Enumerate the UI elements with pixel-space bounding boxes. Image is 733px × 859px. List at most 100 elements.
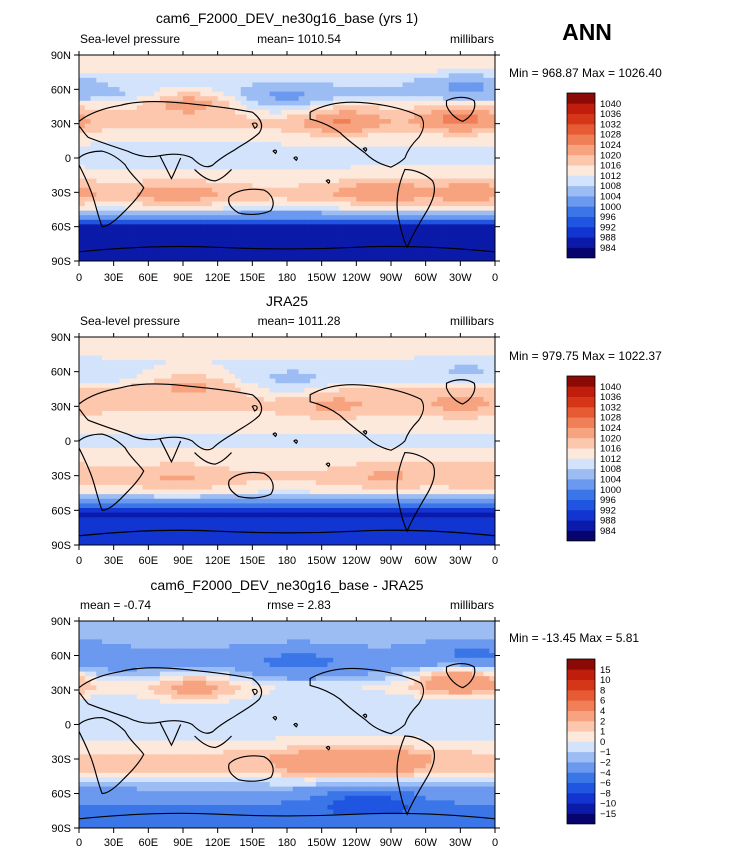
field-cell [177, 60, 183, 65]
field-cell [385, 160, 391, 165]
field-cell [391, 211, 397, 216]
field-cell [183, 211, 189, 216]
field-cell [374, 197, 380, 202]
field-cell [483, 188, 489, 193]
field-cell [345, 229, 351, 234]
field-cell [177, 229, 183, 234]
field-cell [385, 101, 391, 106]
field-cell [293, 392, 299, 397]
field-cell [397, 434, 403, 439]
field-cell [223, 374, 229, 379]
field-cell [223, 133, 229, 138]
field-cell [397, 142, 403, 147]
field-cell [119, 238, 125, 243]
field-cell [212, 392, 218, 397]
field-cell [322, 87, 328, 92]
field-cell [270, 82, 276, 87]
field-cell [223, 206, 229, 211]
field-cell [258, 197, 264, 202]
field-cell [195, 206, 201, 211]
field-cell [235, 252, 241, 257]
field-cell [356, 78, 362, 83]
field-cell [293, 64, 299, 69]
field-cell [218, 392, 224, 397]
field-cell [408, 247, 414, 252]
field-cell [102, 379, 108, 384]
field-cell [322, 183, 328, 188]
field-cell [339, 55, 345, 60]
field-cell [125, 96, 131, 101]
field-cell [356, 420, 362, 425]
field-cell [466, 147, 472, 152]
field-cell [333, 388, 339, 393]
field-cell [304, 133, 310, 138]
field-cell [327, 174, 333, 179]
field-cell [131, 188, 137, 193]
field-cell [143, 392, 149, 397]
field-cell [333, 369, 339, 374]
field-cell [166, 365, 172, 370]
field-cell [258, 238, 264, 243]
field-cell [478, 360, 484, 365]
field-cell [322, 215, 328, 220]
colorbar-swatch [567, 175, 595, 186]
field-cell [403, 383, 409, 388]
field-cell [443, 115, 449, 120]
field-cell [408, 73, 414, 78]
field-cell [408, 411, 414, 416]
field-cell [189, 220, 195, 225]
field-cell [270, 215, 276, 220]
field-cell [322, 197, 328, 202]
field-cell [96, 369, 102, 374]
field-cell [431, 165, 437, 170]
field-cell [235, 87, 241, 92]
field-cell [322, 238, 328, 243]
field-cell [408, 439, 414, 444]
field-cell [85, 142, 91, 147]
field-cell [327, 342, 333, 347]
season-label-group: ANN [562, 19, 612, 45]
field-cell [356, 351, 362, 356]
field-cell [437, 337, 443, 342]
field-cell [379, 402, 385, 407]
field-cell [108, 82, 114, 87]
field-cell [148, 229, 154, 234]
field-cell [455, 142, 461, 147]
field-cell [79, 402, 85, 407]
field-cell [449, 252, 455, 257]
field-cell [119, 183, 125, 188]
field-cell [333, 365, 339, 370]
field-cell [466, 365, 472, 370]
field-cell [177, 243, 183, 248]
field-cell [166, 119, 172, 124]
field-cell [304, 60, 310, 65]
field-cell [374, 416, 380, 421]
field-cell [275, 234, 281, 239]
field-cell [189, 69, 195, 74]
field-cell [125, 238, 131, 243]
map-panel-1: cam6_F2000_DEV_ne30g16_base (yrs 1)Sea-l… [51, 10, 662, 284]
field-cell [264, 179, 270, 184]
field-cell [483, 87, 489, 92]
field-cell [154, 174, 160, 179]
field-cell [281, 360, 287, 365]
field-cell [391, 346, 397, 351]
field-cell [143, 397, 149, 402]
field-cell [189, 346, 195, 351]
field-cell [108, 402, 114, 407]
field-cell [270, 220, 276, 225]
field-cell [322, 147, 328, 152]
field-cell [247, 188, 253, 193]
field-cell [414, 252, 420, 257]
field-cell [431, 220, 437, 225]
field-cell [460, 211, 466, 216]
field-cell [385, 420, 391, 425]
field-cell [275, 64, 281, 69]
field-cell [345, 220, 351, 225]
field-cell [304, 128, 310, 133]
field-cell [270, 60, 276, 65]
field-cell [379, 183, 385, 188]
field-cell [200, 105, 206, 110]
field-cell [310, 439, 316, 444]
field-cell [264, 183, 270, 188]
